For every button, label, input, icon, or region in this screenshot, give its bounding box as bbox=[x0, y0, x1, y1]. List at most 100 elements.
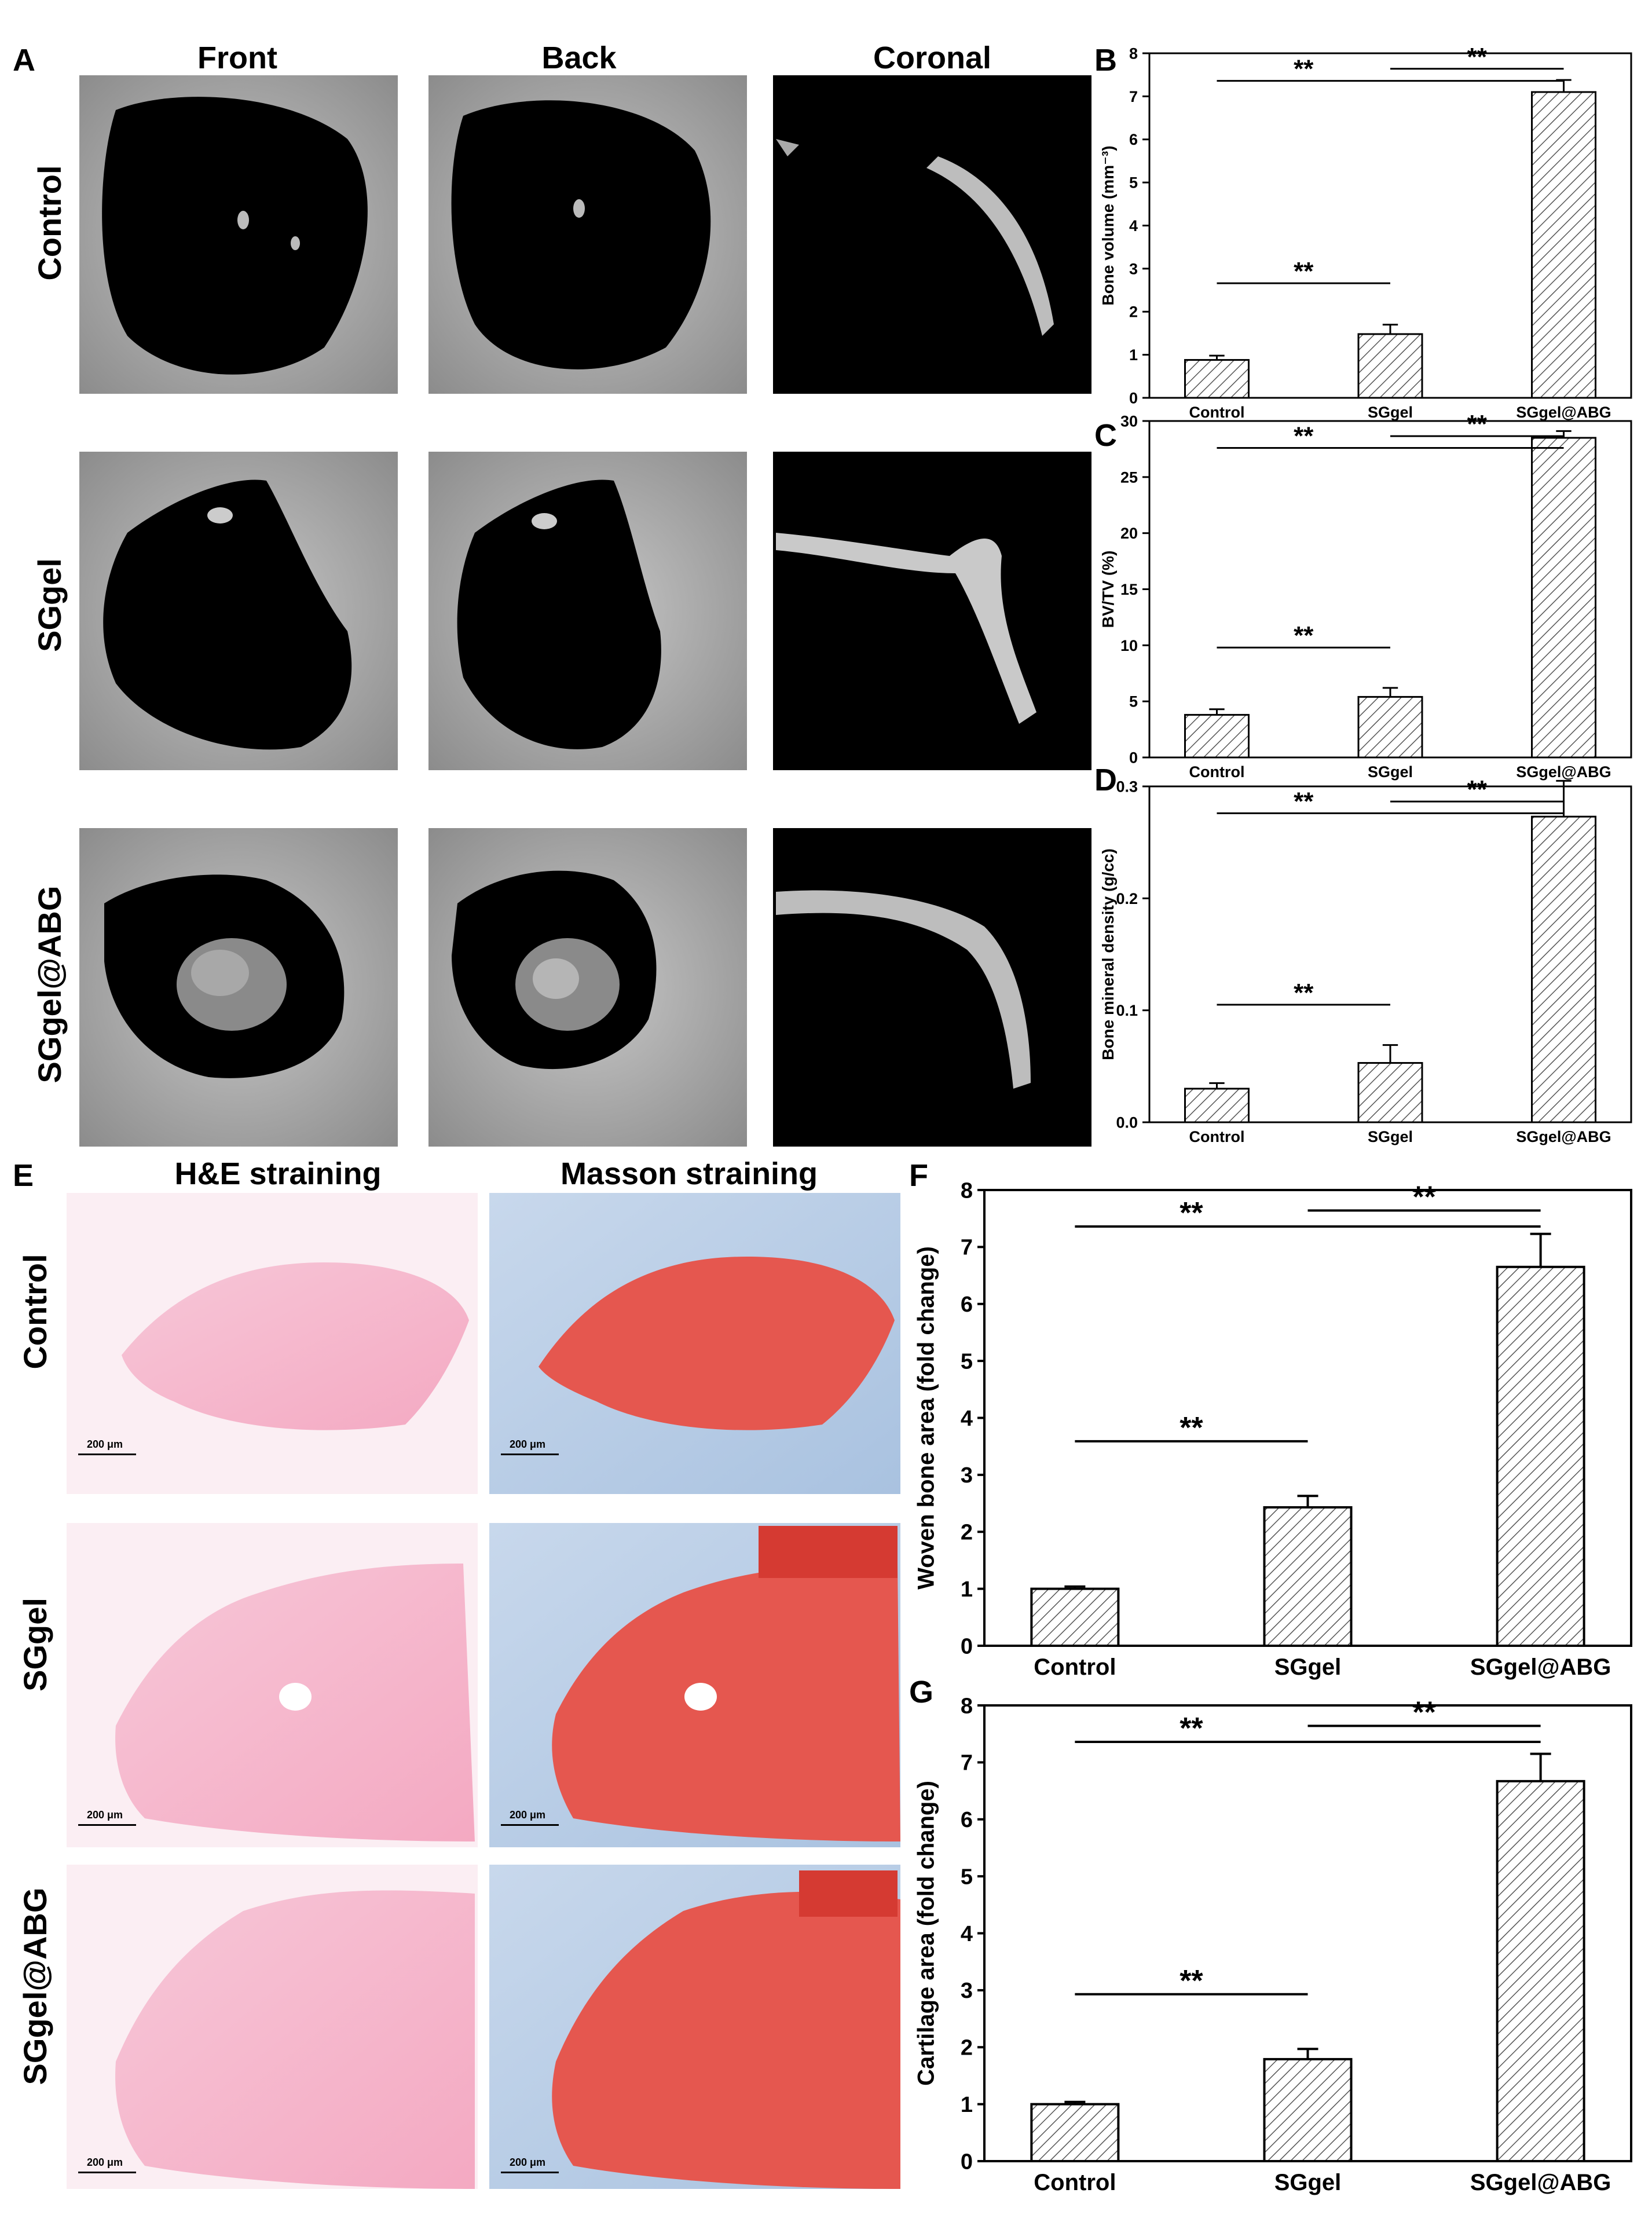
y-tick-label: 15 bbox=[1120, 581, 1138, 598]
y-tick-label: 1 bbox=[961, 1577, 973, 1602]
x-tick-label: SGgel bbox=[1274, 2170, 1342, 2195]
bar bbox=[1030, 1587, 1120, 1647]
row-label-control-a: Control bbox=[31, 165, 68, 280]
scale-bar-masson-control: 200 μm bbox=[510, 1438, 545, 1450]
ct-back-sggelabg bbox=[428, 828, 747, 1147]
y-tick-label: 7 bbox=[961, 1751, 973, 1775]
x-tick-label: SGgel bbox=[1368, 763, 1413, 781]
header-coronal: Coronal bbox=[873, 41, 991, 75]
panel-label-e: E bbox=[13, 1158, 34, 1193]
y-axis-label: Woven bone area (fold change) bbox=[914, 1246, 939, 1590]
bar bbox=[1184, 713, 1250, 759]
he-sggelabg: 200 μm bbox=[67, 1865, 478, 2189]
panel-label-a: A bbox=[13, 43, 35, 78]
significance-marker: ** bbox=[1294, 979, 1314, 1007]
ct-coronal-sggel bbox=[773, 452, 1091, 770]
y-tick-label: 2 bbox=[961, 2036, 973, 2060]
ct-front-sggel bbox=[79, 452, 398, 770]
bar bbox=[1531, 815, 1597, 1123]
significance-marker: ** bbox=[1467, 775, 1488, 804]
panel-label-f: F bbox=[909, 1158, 928, 1193]
significance-marker: ** bbox=[1467, 43, 1488, 71]
chart-bone-mineral-density: 0.0 0.1 0.2 0.3 Bone mineral density (g/cc) C… bbox=[1099, 775, 1632, 1145]
y-tick-label: 0 bbox=[961, 1634, 973, 1658]
significance-marker: ** bbox=[1180, 1196, 1203, 1230]
bar bbox=[1496, 1265, 1585, 1647]
row-label-sggelabg-a: SGgel@ABG bbox=[31, 886, 68, 1083]
y-tick-label: 1 bbox=[961, 2093, 973, 2117]
y-tick-label: 0 bbox=[961, 2150, 973, 2174]
significance-marker: ** bbox=[1294, 422, 1314, 450]
y-axis-label: BV/TV (%) bbox=[1099, 551, 1117, 628]
x-tick-label: SGgel bbox=[1368, 1128, 1413, 1145]
y-axis-label: Bone volume (mm⁻³) bbox=[1099, 145, 1117, 305]
y-tick-label: 0.1 bbox=[1116, 1002, 1138, 1019]
y-tick-label: 0.3 bbox=[1116, 778, 1138, 795]
y-tick-label: 30 bbox=[1120, 412, 1138, 430]
x-tick-label: Control bbox=[1189, 404, 1244, 421]
he-control: 200 μm bbox=[67, 1193, 478, 1494]
header-back: Back bbox=[541, 41, 617, 75]
ct-back-sggel bbox=[428, 452, 747, 770]
row-label-control-e: Control bbox=[17, 1254, 53, 1369]
ct-coronal-sggelabg bbox=[773, 828, 1091, 1147]
bar bbox=[1184, 359, 1250, 399]
scale-bar-masson-sggelabg: 200 μm bbox=[510, 2157, 545, 2168]
y-tick-label: 1 bbox=[1129, 346, 1138, 364]
x-tick-label: SGgel@ABG bbox=[1470, 2170, 1611, 2195]
header-front: Front bbox=[197, 41, 277, 75]
y-axis-label: Bone mineral density (g/cc) bbox=[1099, 848, 1117, 1060]
masson-sggel: 200 μm bbox=[489, 1523, 900, 1847]
y-tick-label: 4 bbox=[961, 1407, 973, 1431]
row-label-sggel-a: SGgel bbox=[31, 558, 68, 652]
y-tick-label: 5 bbox=[961, 1349, 973, 1374]
panel-label-g: G bbox=[909, 1675, 933, 1709]
x-tick-label: SGgel@ABG bbox=[1516, 763, 1611, 781]
scale-bar-he-control: 200 μm bbox=[87, 1438, 123, 1450]
chart-bv-tv: 0 5 10 15 20 25 30 BV/TV (%) Control SGgel SGgel@A… bbox=[1099, 410, 1632, 781]
bar bbox=[1263, 2057, 1353, 2162]
header-he: H&E straining bbox=[174, 1156, 381, 1191]
bar bbox=[1184, 1088, 1250, 1123]
masson-control: 200 μm bbox=[489, 1193, 900, 1494]
bar bbox=[1531, 437, 1597, 759]
x-tick-label: Control bbox=[1189, 1128, 1244, 1145]
significance-marker: ** bbox=[1180, 1712, 1203, 1745]
significance-marker: ** bbox=[1412, 1180, 1436, 1214]
y-tick-label: 0 bbox=[1129, 749, 1138, 766]
y-tick-label: 3 bbox=[961, 1463, 973, 1488]
panel-label-b: B bbox=[1094, 43, 1117, 78]
chart-cartilage-area: 0 1 2 3 4 5 6 7 8 Cartilage area (fold change) Con… bbox=[914, 1694, 1632, 2195]
he-sggel: 200 μm bbox=[67, 1523, 478, 1847]
x-tick-label: SGgel@ABG bbox=[1470, 1654, 1611, 1680]
y-tick-label: 4 bbox=[1129, 217, 1138, 235]
y-tick-label: 6 bbox=[961, 1808, 973, 1832]
scale-bar-he-sggelabg: 200 μm bbox=[87, 2157, 123, 2168]
y-tick-label: 5 bbox=[1129, 174, 1138, 192]
chart-woven-bone-area: 0 1 2 3 4 5 6 7 8 Woven bone area (fold change) Co… bbox=[914, 1178, 1632, 1680]
y-tick-label: 6 bbox=[961, 1293, 973, 1317]
x-tick-label: Control bbox=[1034, 1654, 1116, 1680]
scale-bar-masson-sggel: 200 μm bbox=[510, 1809, 545, 1821]
significance-marker: ** bbox=[1294, 787, 1314, 815]
y-axis-label: Cartilage area (fold change) bbox=[914, 1781, 939, 2086]
significance-marker: ** bbox=[1467, 410, 1488, 438]
significance-marker: ** bbox=[1180, 1964, 1203, 1998]
bar bbox=[1030, 2103, 1120, 2162]
y-tick-label: 3 bbox=[1129, 260, 1138, 277]
y-tick-label: 3 bbox=[961, 1979, 973, 2003]
bar bbox=[1357, 333, 1423, 399]
x-tick-label: SGgel@ABG bbox=[1516, 1128, 1611, 1145]
ct-back-control bbox=[428, 75, 747, 394]
significance-marker: ** bbox=[1180, 1411, 1203, 1445]
ct-coronal-control bbox=[773, 75, 1091, 394]
y-tick-label: 0.0 bbox=[1116, 1114, 1138, 1131]
y-tick-label: 7 bbox=[961, 1236, 973, 1260]
y-tick-label: 5 bbox=[961, 1865, 973, 1889]
row-label-sggelabg-e: SGgel@ABG bbox=[17, 1888, 53, 2085]
x-tick-label: SGgel bbox=[1274, 1654, 1342, 1680]
chart-bone-volume: 0 1 2 3 4 5 6 7 8 Bone volume (mm⁻³) Control SGgel S… bbox=[1099, 43, 1632, 421]
significance-marker: ** bbox=[1412, 1696, 1436, 1729]
bar bbox=[1263, 1506, 1353, 1647]
